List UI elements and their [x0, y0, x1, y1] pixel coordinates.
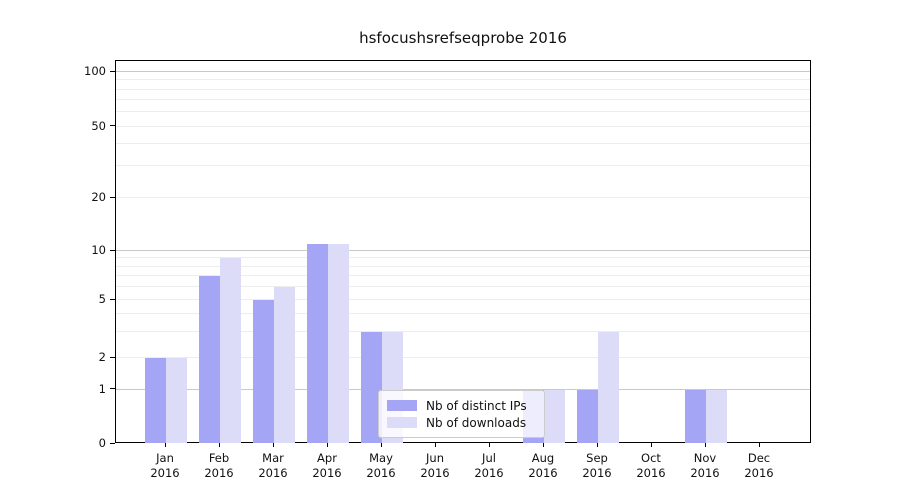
bar-feb-downloads [220, 258, 241, 443]
plot-area [115, 60, 811, 443]
y-tick-label-1: 1 [98, 381, 106, 396]
gridline-y-3 [116, 331, 810, 333]
x-tick-label-sep: Sep 2016 [582, 451, 612, 480]
gridline-y-60 [116, 111, 810, 113]
gridline-y-40 [116, 142, 810, 144]
x-tick-feb [218, 443, 220, 447]
chart-title: hsfocushsrefseqprobe 2016 [359, 29, 567, 47]
y-tick-label-50: 50 [91, 118, 106, 133]
gridline-y-70 [116, 99, 810, 101]
gridline-y-6 [116, 286, 810, 288]
x-tick-label-oct: Oct 2016 [636, 451, 666, 480]
x-tick-label-nov: Nov 2016 [690, 451, 720, 480]
legend-label-downloads: Nb of downloads [426, 415, 527, 430]
gridline-y-8 [116, 265, 810, 267]
bar-mar-downloads [274, 287, 295, 443]
x-tick-mar [272, 443, 274, 447]
y-tick-label-10: 10 [91, 243, 106, 257]
x-tick-label-dec: Dec 2016 [744, 451, 774, 480]
x-tick-apr [326, 443, 328, 447]
legend-swatch-distinct-ips [387, 400, 417, 411]
x-tick-label-may: May 2016 [366, 451, 396, 480]
bar-may-distinct-ips [361, 332, 382, 443]
bar-jan-downloads [166, 358, 187, 443]
x-tick-label-jul: Jul 2016 [474, 451, 504, 480]
gridline-y-7 [116, 275, 810, 277]
gridline-y-50 [116, 125, 810, 127]
gridline-y-9 [116, 257, 810, 259]
legend-item-distinct-ips: Nb of distinct IPs [387, 397, 536, 414]
x-tick-aug [542, 443, 544, 447]
x-tick-label-aug: Aug 2016 [528, 451, 558, 480]
x-tick-jul [488, 443, 490, 447]
x-tick-sep [596, 443, 598, 447]
x-tick-jun [434, 443, 436, 447]
legend: Nb of distinct IPs Nb of downloads [378, 390, 545, 438]
y-tick-20 [110, 196, 115, 198]
y-tick-1 [110, 388, 115, 390]
gridline-y-90 [116, 79, 810, 81]
x-tick-label-apr: Apr 2016 [312, 451, 342, 480]
bar-feb-distinct-ips [199, 276, 220, 443]
gridline-y-20 [116, 197, 810, 198]
x-tick-label-jun: Jun 2016 [420, 451, 450, 480]
x-tick-jan [164, 443, 166, 447]
y-tick-100 [110, 70, 115, 72]
x-tick-nov [704, 443, 706, 447]
y-tick-label-20: 20 [91, 190, 106, 204]
gridline-y-4 [116, 313, 810, 315]
y-tick-5 [110, 298, 115, 300]
y-tick-label-0: 0 [98, 436, 106, 450]
gridline-y-2 [116, 357, 810, 358]
legend-swatch-downloads [387, 417, 417, 428]
legend-item-downloads: Nb of downloads [387, 414, 536, 431]
x-tick-dec [758, 443, 760, 447]
y-tick-10 [110, 249, 115, 251]
bar-sep-downloads [598, 332, 619, 443]
bar-jan-distinct-ips [145, 358, 166, 443]
x-tick-label-mar: Mar 2016 [258, 451, 288, 480]
y-tick-label-5: 5 [98, 292, 106, 306]
gridline-y-1 [116, 388, 810, 390]
bar-apr-downloads [328, 243, 349, 443]
gridline-y-10 [116, 250, 810, 251]
y-tick-2 [110, 356, 115, 358]
gridline-y-5 [116, 299, 810, 300]
bar-sep-distinct-ips [577, 389, 598, 443]
y-tick-label-100: 100 [84, 64, 106, 78]
y-tick-0 [110, 442, 115, 444]
gridline-y-80 [116, 88, 810, 90]
x-tick-label-feb: Feb 2016 [204, 451, 234, 480]
bar-apr-distinct-ips [307, 243, 328, 443]
bar-nov-downloads [706, 389, 727, 443]
y-tick-label-2: 2 [98, 350, 106, 364]
x-tick-may [380, 443, 382, 447]
gridline-y-30 [116, 165, 810, 167]
bar-nov-distinct-ips [685, 389, 706, 443]
legend-label-distinct-ips: Nb of distinct IPs [426, 398, 527, 413]
y-tick-50 [110, 125, 115, 127]
gridline-y-100 [116, 71, 810, 72]
x-tick-oct [650, 443, 652, 447]
bar-mar-distinct-ips [253, 300, 274, 443]
x-tick-label-jan: Jan 2016 [150, 451, 180, 480]
bar-aug-downloads [544, 389, 565, 443]
